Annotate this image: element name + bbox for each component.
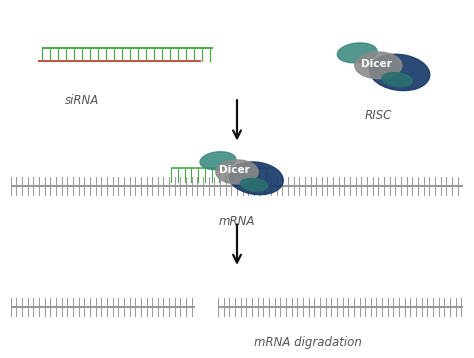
Ellipse shape bbox=[369, 54, 430, 91]
Ellipse shape bbox=[240, 178, 268, 191]
Text: Dicer: Dicer bbox=[361, 59, 392, 68]
Ellipse shape bbox=[382, 73, 412, 87]
Ellipse shape bbox=[200, 152, 236, 170]
Ellipse shape bbox=[355, 52, 402, 79]
Ellipse shape bbox=[337, 43, 377, 63]
Text: RISC: RISC bbox=[365, 108, 392, 122]
Text: mRNA digradation: mRNA digradation bbox=[254, 336, 362, 349]
Text: siRNA: siRNA bbox=[64, 95, 99, 107]
Text: Dicer: Dicer bbox=[219, 165, 250, 175]
Text: mRNA: mRNA bbox=[219, 215, 255, 228]
Ellipse shape bbox=[229, 162, 283, 195]
Ellipse shape bbox=[216, 160, 258, 184]
